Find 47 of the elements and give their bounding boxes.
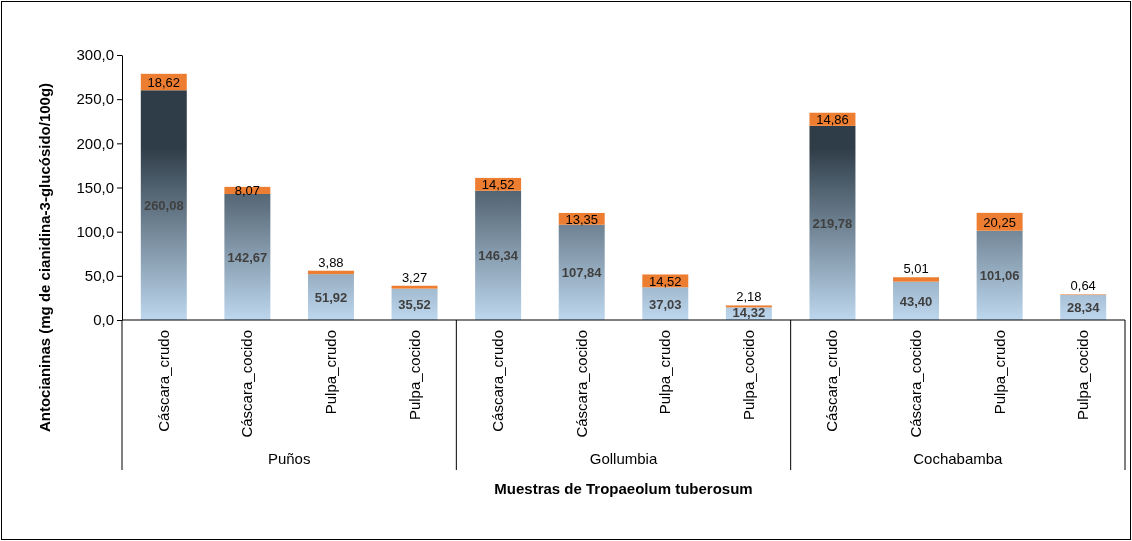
y-axis-title: Antocianinas (mg de cianidina-3-glucósido/100g)	[36, 82, 53, 433]
y-tick-label: 0,0	[93, 311, 114, 329]
x-tick-label: Cáscara_cocido	[907, 330, 925, 438]
data-label: 28,34	[1066, 300, 1101, 316]
x-tick-label: Pulpa_crudo	[990, 330, 1008, 415]
data-label: 14,32	[732, 305, 766, 320]
y-tick-label: 50,0	[84, 267, 114, 285]
data-label: 107,84	[561, 265, 603, 281]
data-label: 3,27	[401, 269, 428, 285]
text: Cochabamba	[913, 450, 1004, 467]
x-axis-title: Muestras de Tropaeolum tuberosum	[494, 480, 753, 497]
data-label: 18,62	[147, 75, 181, 91]
x-tick-label: Pulpa_cocido	[739, 330, 757, 421]
x-tick-label: Pulpa_crudo	[656, 330, 674, 415]
x-tick-label: Cáscara_cocido	[238, 330, 256, 438]
data-label: 142,67	[227, 249, 268, 265]
y-tick-label: 150,0	[76, 178, 114, 196]
data-label: 3,88	[318, 254, 344, 270]
data-label: 146,34	[478, 248, 519, 264]
text: Puños	[267, 450, 311, 467]
x-tick-label: Cáscara_crudo	[823, 330, 841, 432]
x-tick-label: Pulpa_cocido	[1074, 330, 1092, 421]
data-label: 20,25	[983, 214, 1016, 230]
data-label: 14,86	[816, 112, 849, 128]
data-label: 0,64	[1070, 278, 1096, 294]
data-label: 5,01	[903, 261, 929, 277]
x-tick-label: Pulpa_crudo	[321, 330, 339, 415]
data-label: 101,06	[979, 268, 1020, 284]
data-label: 260,08	[143, 198, 184, 214]
y-tick-label: 200,0	[76, 134, 114, 152]
x-tick-label: Cáscara_crudo	[489, 330, 507, 432]
data-label: 219,78	[812, 215, 853, 231]
x-tick-label: Cáscara_crudo	[154, 330, 172, 432]
x-tick-label: Cáscara_cocido	[572, 330, 590, 438]
data-label: 13,35	[565, 211, 598, 227]
data-label: 43,40	[899, 293, 933, 309]
y-tick-label: 300,0	[76, 46, 114, 64]
data-label: 14,52	[649, 273, 682, 289]
data-label: 35,52	[398, 297, 431, 313]
data-label: 51,92	[314, 290, 348, 306]
y-tick-label: 250,0	[76, 90, 114, 108]
text: Gollumbia	[589, 450, 658, 467]
data-label: 2,18	[736, 289, 762, 305]
data-label: 14,52	[481, 177, 515, 193]
data-label: 37,03	[649, 296, 682, 312]
x-tick-label: Pulpa_cocido	[405, 330, 423, 421]
y-tick-label: 100,0	[76, 222, 114, 240]
